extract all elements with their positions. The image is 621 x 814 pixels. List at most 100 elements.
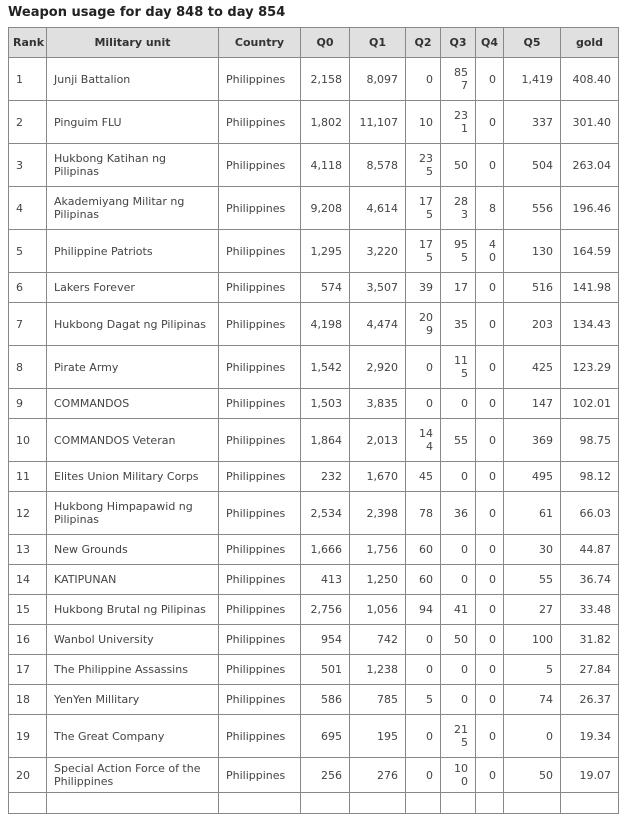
cell-q1: 276	[349, 757, 406, 793]
column-header-military-unit: Military unit	[46, 27, 219, 58]
cell-q4: 0	[475, 143, 504, 187]
cell-q1: 1,250	[349, 564, 406, 595]
cell-q1: 3,835	[349, 388, 406, 419]
cell-rank: 17	[8, 654, 47, 685]
cell-q1: 3,220	[349, 229, 406, 273]
cell-q5: 74	[503, 684, 561, 715]
cell-country: Philippines	[218, 624, 301, 655]
cell-q4: 0	[475, 534, 504, 565]
cell-q0: 413	[300, 564, 350, 595]
cell-q1: 742	[349, 624, 406, 655]
cell-gold: 36.74	[560, 564, 619, 595]
cell-q2: 39	[405, 272, 441, 303]
cell-q3: 17	[440, 272, 476, 303]
cell-rank: 14	[8, 564, 47, 595]
cell-q5: 5	[503, 654, 561, 685]
cell-country: Philippines	[218, 654, 301, 685]
cell-empty	[440, 792, 476, 814]
table-row: 10 COMMANDOS Veteran Philippines 1,864 2,013…	[8, 418, 619, 462]
table-row: 2 Pinguim FLU Philippines 1,802 11,107 10 231 0…	[8, 100, 619, 144]
cell-military-unit: Hukbong Brutal ng Pilipinas	[46, 594, 219, 625]
table-row: 9 COMMANDOS Philippines 1,503 3,835 0 0 0 147 102…	[8, 388, 619, 419]
table-body: 1 Junji Battalion Philippines 2,158 8,097 0 85…	[8, 57, 619, 814]
cell-q3: 283	[440, 186, 476, 230]
cell-q4: 0	[475, 594, 504, 625]
cell-gold: 98.12	[560, 461, 619, 492]
column-header-q0: Q0	[300, 27, 350, 58]
cell-rank: 8	[8, 345, 47, 389]
cell-country: Philippines	[218, 57, 301, 101]
cell-gold: 408.40	[560, 57, 619, 101]
cell-q4: 0	[475, 757, 504, 793]
table-row: 7 Hukbong Dagat ng Pilipinas Philippines 4,…	[8, 302, 619, 346]
cell-military-unit: Pirate Army	[46, 345, 219, 389]
cell-q1: 785	[349, 684, 406, 715]
cell-q5: 100	[503, 624, 561, 655]
cell-rank: 13	[8, 534, 47, 565]
cell-q4: 0	[475, 388, 504, 419]
cell-rank: 20	[8, 757, 47, 793]
cell-q1: 4,474	[349, 302, 406, 346]
cell-country: Philippines	[218, 491, 301, 535]
cell-country: Philippines	[218, 388, 301, 419]
cell-rank: 15	[8, 594, 47, 625]
cell-q3: 35	[440, 302, 476, 346]
cell-gold: 19.34	[560, 714, 619, 758]
table-row: 12 Hukbong Himpapawid ng Pilipinas Philipp…	[8, 491, 619, 535]
cell-q4: 0	[475, 272, 504, 303]
cell-gold: 123.29	[560, 345, 619, 389]
cell-gold: 26.37	[560, 684, 619, 715]
cell-q2: 235	[405, 143, 441, 187]
cell-military-unit: KATIPUNAN	[46, 564, 219, 595]
cell-q5: 1,419	[503, 57, 561, 101]
cell-q5: 337	[503, 100, 561, 144]
cell-q0: 256	[300, 757, 350, 793]
cell-gold: 44.87	[560, 534, 619, 565]
cell-gold: 134.43	[560, 302, 619, 346]
cell-q1: 2,013	[349, 418, 406, 462]
cell-q3: 0	[440, 461, 476, 492]
cell-q1: 1,756	[349, 534, 406, 565]
cell-q0: 1,802	[300, 100, 350, 144]
cell-q0: 586	[300, 684, 350, 715]
cell-q2: 175	[405, 229, 441, 273]
cell-country: Philippines	[218, 345, 301, 389]
cell-rank: 12	[8, 491, 47, 535]
cell-q2: 144	[405, 418, 441, 462]
cell-gold: 196.46	[560, 186, 619, 230]
cell-q3: 0	[440, 654, 476, 685]
cell-empty	[300, 792, 350, 814]
cell-q0: 574	[300, 272, 350, 303]
cell-q4: 0	[475, 714, 504, 758]
cell-military-unit: Special Action Force of the Philippines	[46, 757, 219, 793]
cell-rank: 10	[8, 418, 47, 462]
cell-q4: 40	[475, 229, 504, 273]
table-row: 17 The Philippine Assassins Philippines 501…	[8, 654, 619, 685]
cell-rank: 7	[8, 302, 47, 346]
table-header-row: Rank Military unit Country Q0 Q1 Q2 Q3 Q…	[8, 27, 619, 58]
cell-q0: 1,666	[300, 534, 350, 565]
cell-q3: 50	[440, 143, 476, 187]
cell-country: Philippines	[218, 229, 301, 273]
cell-q5: 425	[503, 345, 561, 389]
column-header-q2: Q2	[405, 27, 441, 58]
cell-empty	[349, 792, 406, 814]
cell-q0: 2,756	[300, 594, 350, 625]
cell-rank: 3	[8, 143, 47, 187]
cell-q2: 175	[405, 186, 441, 230]
cell-q2: 209	[405, 302, 441, 346]
cell-q4: 0	[475, 302, 504, 346]
cell-q4: 0	[475, 100, 504, 144]
cell-gold: 66.03	[560, 491, 619, 535]
cell-q2: 0	[405, 388, 441, 419]
cell-q2: 60	[405, 534, 441, 565]
cell-rank: 5	[8, 229, 47, 273]
cell-q0: 4,198	[300, 302, 350, 346]
cell-q3: 0	[440, 684, 476, 715]
cell-q3: 0	[440, 388, 476, 419]
cell-q5: 61	[503, 491, 561, 535]
cell-military-unit: Pinguim FLU	[46, 100, 219, 144]
cell-empty	[8, 792, 47, 814]
cell-country: Philippines	[218, 418, 301, 462]
cell-q3: 41	[440, 594, 476, 625]
